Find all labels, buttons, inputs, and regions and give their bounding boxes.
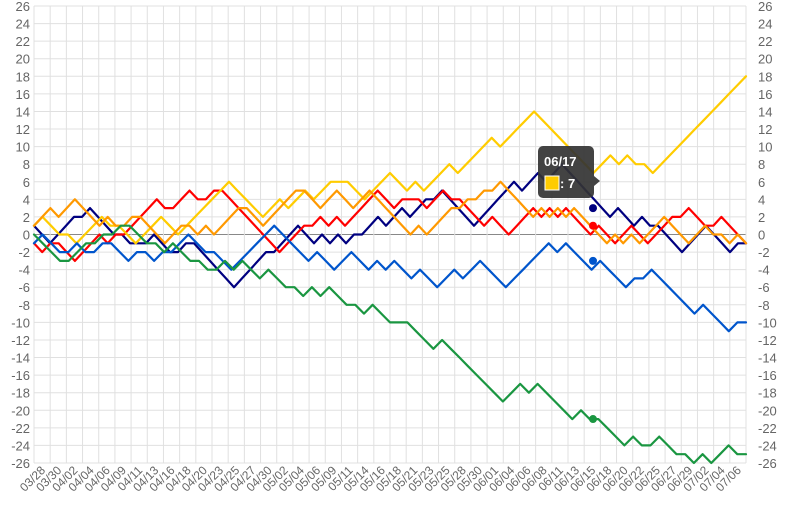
y-tick-label-left: 0: [23, 228, 30, 243]
y-tick-label-right: 6: [758, 175, 765, 190]
y-tick-label-left: -2: [18, 245, 30, 260]
y-tick-label-right: -4: [758, 263, 770, 278]
y-tick-label-left: -8: [18, 298, 30, 313]
y-tick-label-right: -18: [758, 386, 777, 401]
y-tick-label-left: 16: [16, 87, 30, 102]
tooltip: 06/17 : 7: [538, 146, 600, 198]
series-line-0: [32, 163, 748, 289]
series-line-4: [32, 224, 748, 333]
y-tick-label-left: 12: [16, 122, 30, 137]
y-tick-label-left: -10: [11, 315, 30, 330]
tooltip-value: : 7: [560, 176, 575, 191]
y-tick-label-left: 14: [16, 104, 30, 119]
y-tick-label-right: -6: [758, 280, 770, 295]
y-tick-label-left: -14: [11, 351, 30, 366]
y-tick-label-left: 26: [16, 0, 30, 14]
highlight-markers: [589, 204, 597, 424]
y-tick-label-left: -4: [18, 263, 30, 278]
y-tick-label-left: 22: [16, 34, 30, 49]
y-tick-label-left: 18: [16, 69, 30, 84]
y-tick-label-right: 20: [758, 52, 772, 67]
y-tick-label-right: 24: [758, 17, 772, 32]
highlight-marker: [589, 415, 597, 424]
tooltip-title: 06/17: [544, 154, 577, 169]
series-lines: [32, 75, 748, 465]
highlight-marker: [589, 256, 597, 265]
y-tick-label-left: 2: [23, 210, 30, 225]
series-line-1: [32, 189, 748, 262]
y-tick-label-right: -16: [758, 368, 777, 383]
x-axis: 03/2803/3004/0204/0404/0604/0904/1104/13…: [17, 463, 744, 494]
y-tick-label-right: 18: [758, 69, 772, 84]
series-line-5: [32, 224, 748, 465]
y-tick-label-right: 14: [758, 104, 772, 119]
y-tick-label-right: -8: [758, 298, 770, 313]
y-tick-label-left: 10: [16, 140, 30, 155]
y-tick-label-right: -2: [758, 245, 770, 260]
tooltip-color-swatch: [544, 175, 560, 191]
y-tick-label-right: -20: [758, 403, 777, 418]
y-tick-label-right: -12: [758, 333, 777, 348]
grid: [33, 5, 747, 464]
y-tick-label-right: 4: [758, 192, 765, 207]
highlight-marker: [589, 221, 597, 230]
y-tick-label-right: 16: [758, 87, 772, 102]
y-tick-label-left: -16: [11, 368, 30, 383]
y-tick-label-right: -14: [758, 351, 777, 366]
y-tick-label-left: -24: [11, 438, 30, 453]
y-tick-label-left: 24: [16, 17, 30, 32]
series-line-3: [32, 180, 748, 245]
y-tick-label-right: 8: [758, 157, 765, 172]
y-axis-right: 26242220181614121086420-2-4-6-8-10-12-14…: [758, 0, 777, 471]
y-tick-label-left: -22: [11, 421, 30, 436]
y-tick-label-right: 12: [758, 122, 772, 137]
y-tick-label-left: -6: [18, 280, 30, 295]
y-tick-label-left: 4: [23, 192, 30, 207]
y-tick-label-left: 20: [16, 52, 30, 67]
y-tick-label-right: 10: [758, 140, 772, 155]
y-tick-label-right: 2: [758, 210, 765, 225]
y-tick-label-right: -10: [758, 315, 777, 330]
highlight-marker: [589, 204, 597, 213]
y-axis-left: 26242220181614121086420-2-4-6-8-10-12-14…: [11, 0, 30, 471]
y-tick-label-right: -24: [758, 438, 777, 453]
y-tick-label-left: -12: [11, 333, 30, 348]
y-tick-label-left: -26: [11, 456, 30, 471]
y-tick-label-right: 0: [758, 228, 765, 243]
y-tick-label-right: 26: [758, 0, 772, 14]
y-tick-label-right: 22: [758, 34, 772, 49]
y-tick-label-right: -22: [758, 421, 777, 436]
y-tick-label-left: 8: [23, 157, 30, 172]
series-line-2: [32, 75, 748, 245]
y-tick-label-left: 6: [23, 175, 30, 190]
y-tick-label-right: -26: [758, 456, 777, 471]
y-tick-label-left: -20: [11, 403, 30, 418]
tooltip-caret: [594, 176, 600, 186]
y-tick-label-left: -18: [11, 386, 30, 401]
